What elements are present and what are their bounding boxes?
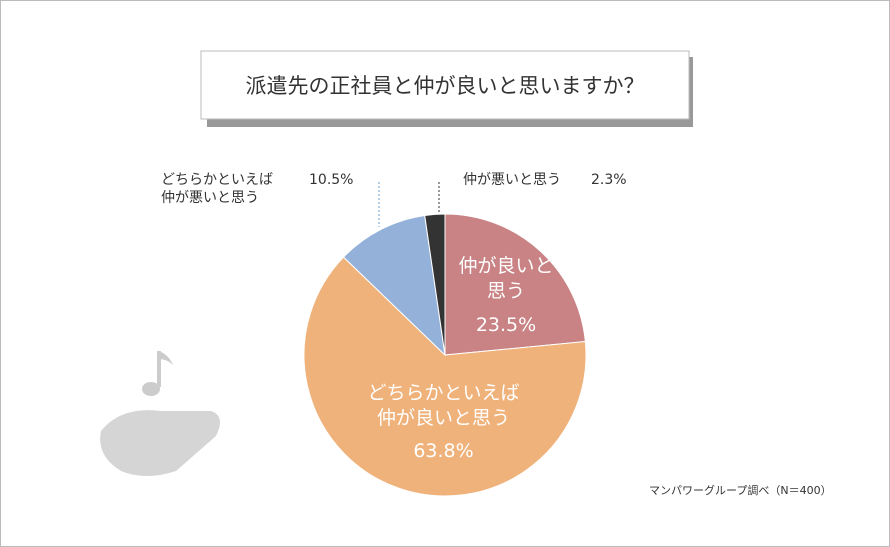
- callout-label: どちらかといえば仲が悪いと思う: [161, 172, 273, 207]
- value-label: 2.3%: [591, 172, 627, 188]
- decoration: [100, 351, 220, 476]
- value-label: 63.8%: [413, 440, 474, 462]
- chart-title: 派遣先の正社員と仲が良いと思いますか？: [246, 74, 645, 98]
- pie-slice: [342, 214, 446, 357]
- slice-label: どちらかといえば仲が良いと思う: [367, 382, 520, 429]
- title-box: [200, 50, 690, 120]
- pie-slice: [424, 213, 446, 356]
- source-note: マンパワーグループ調べ（N＝400）: [649, 484, 832, 497]
- pie-slice: [444, 213, 586, 356]
- value-label: 23.5%: [475, 314, 537, 336]
- value-label: 10.5%: [309, 172, 354, 188]
- slice-label: 仲が良いと思う: [458, 255, 554, 302]
- callout-label: 仲が悪いと思う: [463, 172, 561, 188]
- pie-slice: [303, 256, 587, 497]
